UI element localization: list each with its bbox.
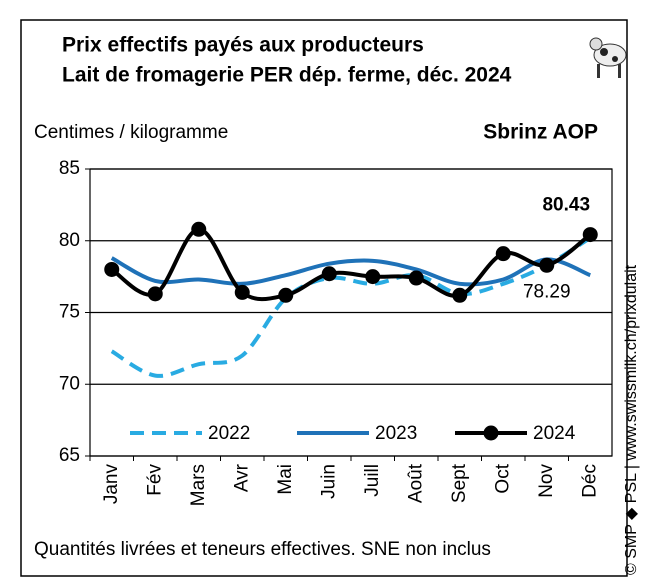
- point-marker: [583, 227, 598, 242]
- point-marker: [148, 286, 163, 301]
- x-tick-label: Nov: [536, 464, 557, 498]
- x-tick-label: Fév: [144, 464, 165, 496]
- y-tick-label: 75: [59, 302, 80, 323]
- x-tick-label: Juill: [362, 464, 383, 497]
- data-label: 78.29: [523, 281, 571, 302]
- y-axis-label: Centimes / kilogramme: [34, 122, 228, 143]
- product-label: Sbrinz AOP: [483, 121, 598, 144]
- point-marker: [322, 266, 337, 281]
- chart-title: Lait de fromagerie PER dép. ferme, déc. …: [62, 64, 512, 87]
- chart: Prix effectifs payés aux producteurs Lai…: [0, 0, 646, 582]
- point-marker: [104, 262, 119, 277]
- side-note: © SMP ◆ PSL | www.swissmilk.ch/prixdulai…: [623, 264, 640, 575]
- x-tick-label: Janv: [101, 464, 122, 505]
- data-label: 80.43: [542, 195, 590, 216]
- chart-title: Prix effectifs payés aux producteurs: [62, 34, 424, 57]
- x-tick-label: Août: [405, 463, 426, 503]
- y-tick-label: 65: [59, 445, 80, 466]
- footnote: Quantités livrées et teneurs effectives.…: [34, 539, 491, 560]
- point-marker: [539, 258, 554, 273]
- x-tick-label: Mai: [275, 464, 296, 495]
- x-tick-label: Sept: [449, 463, 470, 503]
- point-marker: [191, 222, 206, 237]
- legend-label: 2024: [533, 423, 576, 444]
- point-marker: [496, 246, 511, 261]
- x-tick-label: Juin: [318, 464, 339, 499]
- y-tick-label: 70: [59, 373, 80, 394]
- legend-label: 2022: [208, 423, 250, 444]
- x-tick-label: Oct: [492, 463, 513, 493]
- x-tick-label: Mars: [188, 464, 209, 506]
- y-tick-label: 85: [59, 158, 80, 179]
- x-tick-label: Avr: [231, 463, 252, 492]
- point-marker: [409, 271, 424, 286]
- legend-marker: [484, 426, 499, 441]
- legend-label: 2023: [375, 423, 417, 444]
- point-marker: [452, 288, 467, 303]
- point-marker: [278, 288, 293, 303]
- point-marker: [235, 285, 250, 300]
- x-tick-label: Déc: [579, 464, 600, 498]
- y-tick-label: 80: [59, 230, 80, 251]
- point-marker: [365, 269, 380, 284]
